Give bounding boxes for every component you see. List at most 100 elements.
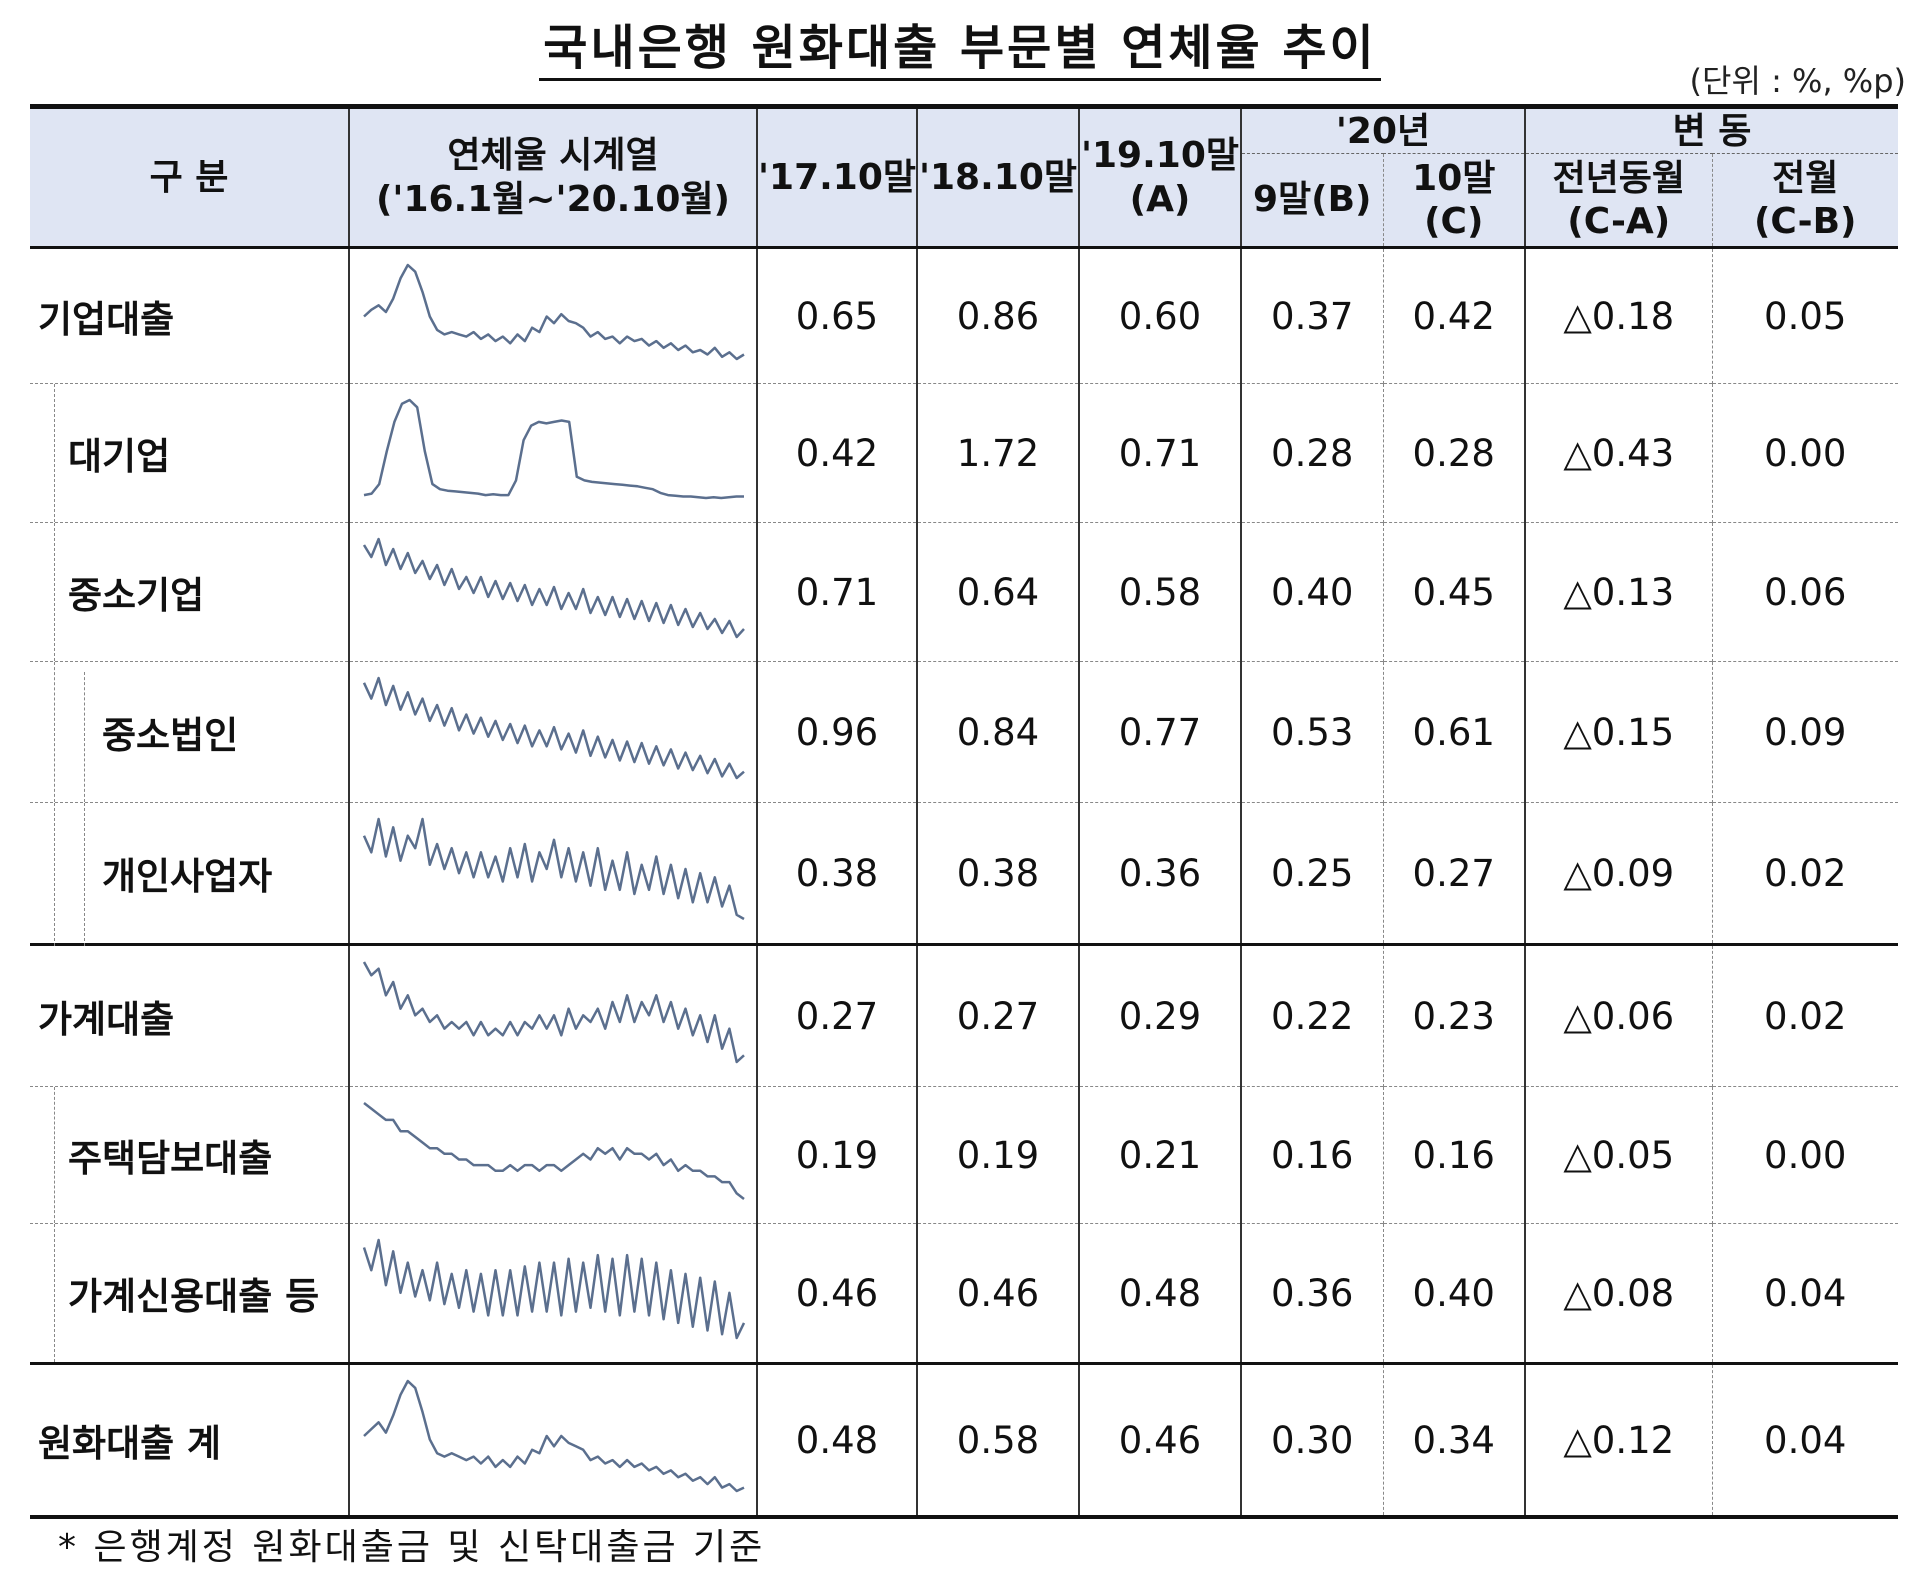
sparkline-cell bbox=[349, 1223, 758, 1364]
cell-v1910: 0.58 bbox=[1079, 522, 1242, 662]
header-2009: 9말(B) bbox=[1241, 153, 1384, 249]
cell-v1710: 0.27 bbox=[757, 943, 918, 1087]
table-row: 중소법인 0.96 0.84 0.77 0.53 0.61 △0.15 0.09 bbox=[30, 661, 1898, 803]
header-mom-sub: (C-B) bbox=[1753, 201, 1857, 242]
cell-yoy: △0.43 bbox=[1525, 383, 1713, 523]
cell-v2010: 0.23 bbox=[1383, 943, 1526, 1087]
header-yoy: 전년동월 (C-A) bbox=[1525, 153, 1713, 249]
sparkline-chart bbox=[362, 537, 745, 639]
row-label: 개인사업자 bbox=[30, 802, 350, 946]
cell-yoy: △0.18 bbox=[1525, 247, 1713, 384]
cell-v2010: 0.16 bbox=[1383, 1086, 1526, 1224]
sparkline-cell bbox=[349, 1362, 758, 1517]
sparkline-chart bbox=[363, 1379, 745, 1493]
header-1910-sub: (A) bbox=[1129, 178, 1191, 220]
cell-v2010: 0.42 bbox=[1383, 247, 1526, 384]
cell-v2010: 0.34 bbox=[1383, 1362, 1526, 1517]
row-label: 중소기업 bbox=[30, 522, 350, 662]
cell-mom: 0.00 bbox=[1712, 1086, 1898, 1224]
unit-note: (단위 : %, %p) bbox=[1689, 62, 1906, 100]
cell-v1810: 0.84 bbox=[917, 661, 1080, 803]
table-row: 중소기업 0.71 0.64 0.58 0.40 0.45 △0.13 0.06 bbox=[30, 522, 1898, 662]
cell-v2009: 0.28 bbox=[1241, 383, 1384, 523]
sparkline-cell bbox=[349, 802, 758, 945]
row-label-text: 대기업 bbox=[68, 435, 171, 478]
cell-mom: 0.04 bbox=[1712, 1362, 1898, 1517]
cell-mom: 0.02 bbox=[1712, 943, 1898, 1087]
row-label-text: 가계신용대출 등 bbox=[68, 1275, 320, 1318]
cell-yoy: △0.06 bbox=[1525, 943, 1713, 1087]
cell-v1810: 0.46 bbox=[917, 1223, 1080, 1364]
header-1810: '18.10말 bbox=[917, 106, 1080, 249]
cell-v2010: 0.45 bbox=[1383, 522, 1526, 662]
cell-v1910: 0.71 bbox=[1079, 383, 1242, 523]
sparkline-chart bbox=[362, 1238, 746, 1340]
header-1710: '17.10말 bbox=[757, 106, 918, 249]
cell-v2010: 0.28 bbox=[1383, 383, 1526, 523]
header-series-range: ('16.1월~'20.10월) bbox=[375, 178, 731, 220]
table-row: 기업대출 0.65 0.86 0.60 0.37 0.42 △0.18 0.05 bbox=[30, 247, 1898, 384]
header-yoy-sub: (C-A) bbox=[1567, 201, 1671, 242]
header-yoy-label: 전년동월 bbox=[1552, 157, 1685, 199]
cell-mom: 0.09 bbox=[1712, 661, 1898, 803]
cell-v1810: 0.38 bbox=[917, 802, 1080, 945]
cell-v1710: 0.71 bbox=[757, 522, 918, 662]
cell-v2009: 0.25 bbox=[1241, 802, 1384, 945]
row-label-text: 가계대출 bbox=[38, 998, 175, 1041]
cell-v1710: 0.48 bbox=[757, 1362, 918, 1517]
sparkline-cell bbox=[349, 661, 758, 803]
footnote: * 은행계정 원화대출금 및 신탁대출금 기준 bbox=[58, 1527, 766, 1568]
cell-v1710: 0.38 bbox=[757, 802, 918, 945]
row-label-text: 중소기업 bbox=[68, 574, 205, 617]
cell-mom: 0.02 bbox=[1712, 802, 1898, 945]
cell-v2010: 0.61 bbox=[1383, 661, 1526, 803]
cell-v1910: 0.29 bbox=[1079, 943, 1242, 1087]
cell-v2009: 0.37 bbox=[1241, 247, 1384, 384]
table-row: 대기업 0.42 1.72 0.71 0.28 0.28 △0.43 0.00 bbox=[30, 383, 1898, 523]
header-2010: 10말(C) bbox=[1383, 153, 1526, 249]
sparkline-cell bbox=[349, 1086, 758, 1224]
table-row: 개인사업자 0.38 0.38 0.36 0.25 0.27 △0.09 0.02 bbox=[30, 802, 1898, 946]
cell-v1710: 0.96 bbox=[757, 661, 918, 803]
sparkline-cell bbox=[349, 383, 758, 523]
sparkline-chart bbox=[362, 817, 745, 921]
row-label: 원화대출 계 bbox=[30, 1362, 350, 1517]
cell-v1710: 0.65 bbox=[757, 247, 918, 384]
sparkline-cell bbox=[349, 943, 758, 1087]
sparkline-series bbox=[363, 263, 745, 361]
table-body: 기업대출 0.65 0.86 0.60 0.37 0.42 △0.18 0.05 대기업 0.42… bbox=[30, 247, 1898, 1517]
cell-v1810: 0.58 bbox=[917, 1362, 1080, 1517]
cell-mom: 0.04 bbox=[1712, 1223, 1898, 1364]
row-label-text: 기업대출 bbox=[38, 298, 175, 341]
header-series-title: 연체율 시계열 bbox=[447, 135, 659, 177]
cell-mom: 0.00 bbox=[1712, 383, 1898, 523]
sparkline-chart bbox=[363, 263, 745, 361]
cell-mom: 0.05 bbox=[1764, 294, 1847, 338]
sparkline-cell bbox=[349, 522, 758, 662]
sparkline-chart bbox=[363, 398, 744, 500]
cell-yoy: △0.12 bbox=[1525, 1362, 1713, 1517]
row-label-text: 주택담보대출 bbox=[68, 1137, 273, 1180]
cell-v2009: 0.16 bbox=[1241, 1086, 1384, 1224]
sparkline-series bbox=[363, 1102, 745, 1200]
header-mom-label: 전월 bbox=[1772, 157, 1839, 199]
cell-v1710: 0.46 bbox=[757, 1223, 918, 1364]
sparkline-series bbox=[363, 398, 744, 500]
table-row: 가계신용대출 등 0.46 0.46 0.48 0.36 0.40 △0.08 0.04 bbox=[30, 1223, 1898, 1364]
cell-v1810: 0.64 bbox=[917, 522, 1080, 662]
header-category: 구 분 bbox=[30, 106, 350, 249]
sparkline-series bbox=[362, 961, 745, 1064]
cell-yoy: △0.09 bbox=[1525, 802, 1713, 945]
cell-v1810: 1.72 bbox=[917, 383, 1080, 523]
row-label-text: 중소법인 bbox=[102, 714, 239, 757]
row-label: 기업대출 bbox=[30, 247, 350, 384]
cell-v2009: 0.40 bbox=[1241, 522, 1384, 662]
delinquency-table: 구 분 연체율 시계열 ('16.1월~'20.10월) '17.10말 '18… bbox=[30, 104, 1898, 1519]
cell-v1810: 0.19 bbox=[917, 1086, 1080, 1224]
sparkline-series bbox=[362, 1238, 746, 1340]
cell-v2010: 0.27 bbox=[1383, 802, 1526, 945]
table-row: 원화대출 계 0.48 0.58 0.46 0.30 0.34 △0.12 0.04 bbox=[30, 1362, 1898, 1517]
row-label: 주택담보대출 bbox=[30, 1086, 350, 1224]
sparkline-cell bbox=[349, 247, 758, 384]
header-group-change: 변 동 bbox=[1525, 106, 1898, 154]
